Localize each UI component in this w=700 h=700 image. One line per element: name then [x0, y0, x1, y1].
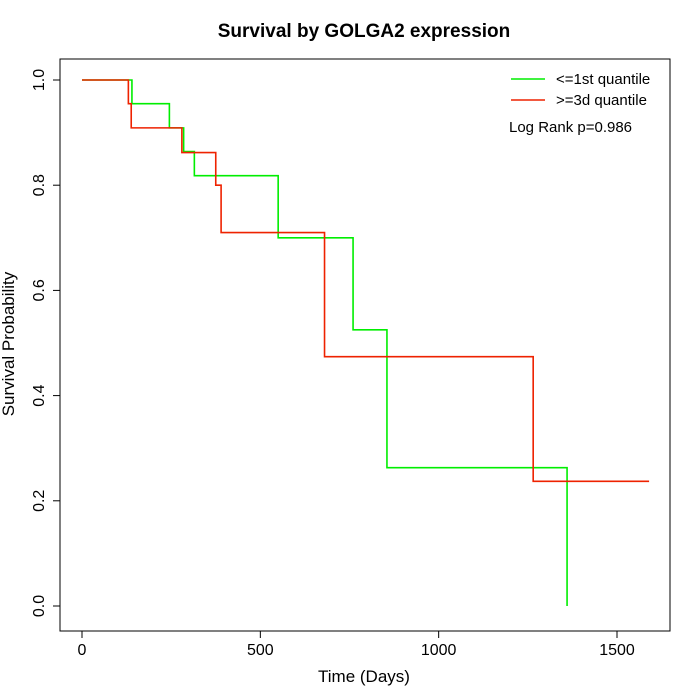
- x-tick-label: 1000: [421, 642, 457, 659]
- log-rank-annotation: Log Rank p=0.986: [509, 119, 632, 136]
- series-line-1: [82, 79, 568, 606]
- y-axis: 0.0 0.2 0.4 0.6 0.8 1.0: [31, 69, 61, 617]
- plot-frame: [59, 58, 671, 632]
- legend: <=1st quantile >=3d quantile: [511, 71, 650, 109]
- chart-title: Survival by GOLGA2 expression: [218, 21, 511, 42]
- y-tick-label: 0.2: [31, 490, 48, 512]
- y-tick-label: 0.6: [31, 279, 48, 301]
- y-tick-label: 0.4: [31, 384, 48, 406]
- y-tick-label: 0.0: [31, 595, 48, 617]
- x-axis: 0 500 1000 1500: [78, 630, 635, 659]
- series-layer: [82, 79, 650, 606]
- y-tick-label: 0.8: [31, 174, 48, 196]
- legend-label-1: <=1st quantile: [556, 71, 650, 88]
- x-tick-label: 0: [78, 642, 87, 659]
- y-tick-label: 1.0: [31, 69, 48, 91]
- series-line-2: [82, 79, 650, 483]
- x-tick-label: 1500: [599, 642, 635, 659]
- legend-label-2: >=3d quantile: [556, 92, 647, 109]
- x-axis-label: Time (Days): [318, 667, 410, 686]
- x-tick-label: 500: [247, 642, 274, 659]
- y-axis-label: Survival Probability: [0, 271, 18, 416]
